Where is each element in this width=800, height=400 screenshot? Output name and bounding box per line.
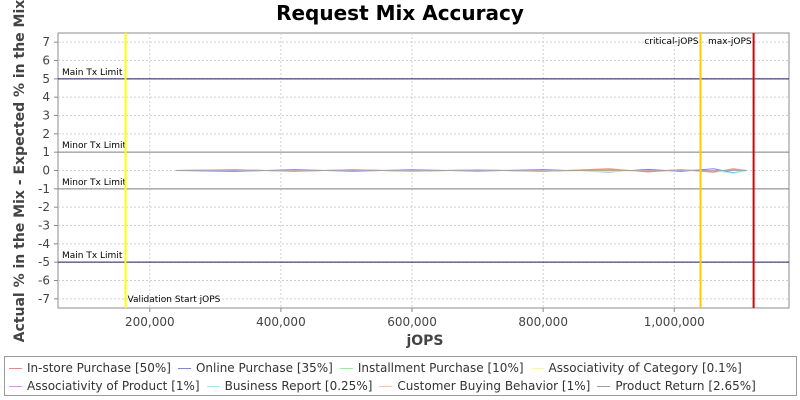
horizontal-marker-label: Minor Tx Limit: [62, 178, 127, 188]
y-tick-label: -1: [38, 182, 50, 196]
horizontal-marker-label: Minor Tx Limit: [62, 141, 127, 151]
y-axis-ticks: 7 6 5 4 3 2 1 0 -1 -2 -3 -4 -5 -6 -7: [38, 35, 58, 306]
legend-label: Installment Purchase [10%]: [357, 361, 524, 375]
legend-item: Business Report [0.25%]: [206, 379, 373, 393]
legend-swatch: [206, 385, 220, 387]
chart-svg: Request Mix Accuracy Main Tx Limit Minor …: [12, 0, 790, 349]
vertical-markers: Validation Start jOPS critical-jOPS max-jO…: [124, 33, 755, 308]
legend-label: Customer Buying Behavior [1%]: [397, 379, 591, 393]
y-tick-label: -3: [38, 219, 50, 233]
y-axis-label: Actual % in the Mix - Expected % in the …: [12, 0, 28, 342]
x-tick-label: 1,000,000: [644, 315, 705, 329]
y-tick-label: -2: [38, 200, 50, 214]
legend-label: Associativity of Product [1%]: [27, 379, 200, 393]
legend-item: Customer Buying Behavior [1%]: [379, 379, 590, 393]
x-axis-label: jOPS: [405, 333, 443, 349]
legend-item: Associativity of Product [1%]: [9, 379, 200, 393]
legend-swatch: [530, 367, 544, 369]
series-line: [175, 168, 747, 174]
horizontal-marker-label: Main Tx Limit: [62, 251, 123, 261]
legend-item: Installment Purchase [10%]: [339, 361, 524, 375]
y-tick-label: 7: [42, 35, 50, 49]
legend-item: Product Return [2.65%]: [597, 379, 756, 393]
y-tick-label: 3: [42, 109, 50, 123]
legend-swatch: [597, 385, 611, 387]
legend-swatch: [9, 385, 22, 387]
y-tick-label: -7: [38, 292, 50, 306]
legend: In-store Purchase [50%] Online Purchase […: [4, 356, 797, 396]
x-tick-label: 200,000: [125, 315, 175, 329]
legend-swatch: [177, 367, 191, 369]
chart-title: Request Mix Accuracy: [276, 1, 524, 25]
horizontal-markers: Main Tx Limit Minor Tx Limit Minor Tx Limi…: [58, 68, 789, 263]
legend-row: In-store Purchase [50%] Online Purchase […: [5, 359, 745, 377]
x-axis-ticks: 200,000 400,000 600,000 800,000 1,000,000: [125, 308, 705, 329]
x-tick-label: 600,000: [387, 315, 437, 329]
legend-item: In-store Purchase [50%]: [9, 361, 171, 375]
y-tick-label: -5: [38, 255, 50, 269]
y-tick-label: -6: [38, 274, 50, 288]
y-tick-label: -4: [38, 237, 50, 251]
y-tick-label: 0: [42, 164, 50, 178]
legend-item: Online Purchase [35%]: [177, 361, 333, 375]
series-lines: [175, 168, 747, 174]
vertical-marker-label: max-jOPS: [708, 37, 752, 47]
vertical-marker-label: critical-jOPS: [644, 37, 698, 47]
x-tick-label: 800,000: [518, 315, 568, 329]
y-tick-label: 6: [42, 54, 50, 68]
legend-item: Associativity of Category [0.1%]: [530, 361, 742, 375]
y-tick-label: 4: [42, 90, 50, 104]
x-tick-label: 400,000: [256, 315, 306, 329]
legend-label: Product Return [2.65%]: [615, 379, 756, 393]
series-line: [175, 169, 747, 172]
y-tick-label: 2: [42, 127, 50, 141]
y-tick-label: 1: [42, 145, 50, 159]
legend-label: Online Purchase [35%]: [195, 361, 333, 375]
horizontal-marker-label: Main Tx Limit: [62, 68, 123, 78]
legend-label: Associativity of Category [0.1%]: [548, 361, 742, 375]
legend-label: Business Report [0.25%]: [224, 379, 373, 393]
legend-swatch: [339, 367, 353, 369]
legend-label: In-store Purchase [50%]: [27, 361, 171, 375]
legend-row: Associativity of Product [1%] Business Re…: [5, 377, 759, 395]
y-tick-label: 5: [42, 72, 50, 86]
legend-swatch: [379, 385, 393, 387]
vertical-marker-label: Validation Start jOPS: [128, 295, 221, 305]
legend-swatch: [9, 367, 22, 369]
